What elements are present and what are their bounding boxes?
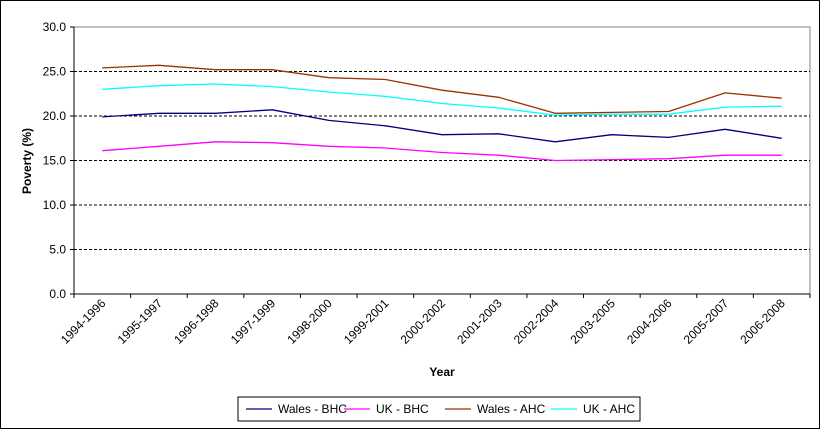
x-tick-label: 2006-2008: [737, 296, 788, 347]
legend-label: UK - AHC: [583, 402, 635, 416]
y-tick-label: 10.0: [43, 198, 67, 212]
x-tick-label: 1994-1996: [58, 296, 109, 347]
x-tick-label: 1995-1997: [115, 296, 166, 347]
x-axis-title: Year: [429, 365, 455, 379]
legend-label: Wales - AHC: [477, 402, 546, 416]
series-line-wales-ahc: [102, 64, 782, 114]
y-tick-label: 25.0: [43, 65, 67, 79]
legend-label: UK - BHC: [376, 402, 429, 416]
series-line-uk-bhc: [102, 141, 782, 162]
y-axis-title: Poverty (%): [20, 128, 34, 194]
x-tick-label: 1996-1998: [171, 296, 222, 347]
x-tick-label: 2001-2003: [454, 296, 505, 347]
y-tick-label: 20.0: [43, 109, 67, 123]
x-axis-ticks: 1994-1996 1995-1997 1996-1998 1997-1999 1998…: [58, 293, 811, 347]
y-tick-label: 15.0: [43, 154, 67, 168]
y-tick-label: 0.0: [49, 287, 66, 301]
x-tick-label: 1997-1999: [228, 296, 279, 347]
y-axis-ticks: 0.0 5.0 10.0 15.0 20.0 25.0 30.0: [43, 20, 75, 301]
y-tick-label: 30.0: [43, 20, 67, 34]
series-line-uk-ahc: [102, 83, 782, 116]
y-tick-label: 5.0: [49, 243, 66, 257]
series-lines: [102, 64, 782, 162]
gridlines: [74, 71, 810, 250]
x-tick-label: 2005-2007: [681, 296, 732, 347]
x-tick-label: 1998-2000: [284, 296, 335, 347]
x-tick-label: 2004-2006: [624, 296, 675, 347]
x-tick-label: 2003-2005: [567, 296, 618, 347]
x-tick-label: 1999-2001: [341, 296, 392, 347]
legend-label: Wales - BHC: [278, 402, 347, 416]
x-tick-label: 2002-2004: [511, 296, 562, 347]
legend: Wales - BHC UK - BHC Wales - AHC UK - AHC: [237, 396, 641, 422]
series-line-wales-bhc: [102, 109, 782, 143]
x-tick-label: 2000-2002: [398, 296, 449, 347]
